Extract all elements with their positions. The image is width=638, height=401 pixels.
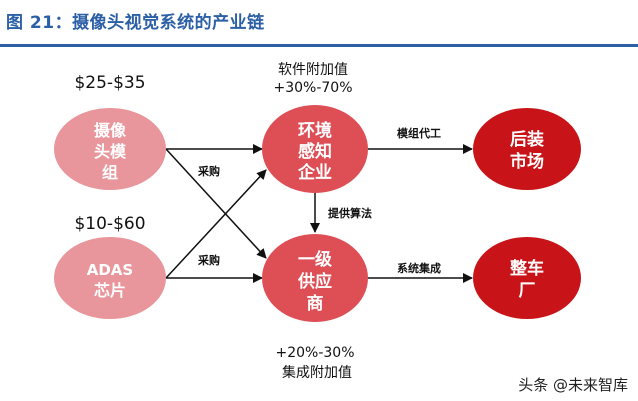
node-adas-chip: ADAS 芯片 xyxy=(54,237,166,319)
node-environment-perception: 环境 感知 企业 xyxy=(262,105,368,193)
integration-value-label: 集成附加值 xyxy=(282,364,352,381)
aftermarket-line-2: 市场 xyxy=(510,151,544,172)
aftermarket-line-1: 后装 xyxy=(510,129,544,150)
node-aftermarket: 后装 市场 xyxy=(473,108,581,190)
adas-chip-line-1: ADAS xyxy=(87,261,133,279)
integration-value-pct: +20%-30% xyxy=(275,345,354,361)
perception-line-1: 环境 xyxy=(298,120,332,141)
camera-module-line-2: 头模 xyxy=(94,142,127,161)
purchase-label-top: 采购 xyxy=(197,164,220,178)
node-camera-module: 摄像 头模 组 xyxy=(54,108,166,190)
perception-line-3: 企业 xyxy=(297,162,332,183)
tier1-line-2: 供应 xyxy=(297,271,332,292)
camera-price-label: $25-$35 xyxy=(74,73,145,93)
software-value-label: 软件附加值 xyxy=(278,62,348,78)
provide-algorithm-label: 提供算法 xyxy=(328,206,372,220)
perception-line-2: 感知 xyxy=(298,141,332,162)
arrow-chip-to-perception xyxy=(165,169,267,279)
chip-price-label: $10-$60 xyxy=(74,214,145,234)
oem-line-1: 整车 xyxy=(510,258,544,279)
figure-title: 图 21：摄像头视觉系统的产业链 xyxy=(6,13,265,33)
tier1-line-3: 商 xyxy=(307,293,324,314)
node-tier1-supplier: 一级 供应 商 xyxy=(262,234,368,322)
oem-line-2: 厂 xyxy=(519,281,536,301)
title-rule xyxy=(0,44,638,47)
watermark: 头条 @未来智库 xyxy=(518,376,628,394)
adas-chip-line-2: 芯片 xyxy=(94,281,126,300)
node-oem: 整车 厂 xyxy=(473,237,581,319)
system-integration-label: 系统集成 xyxy=(397,261,441,275)
software-value-pct: +30%-70% xyxy=(273,80,352,96)
module-oem-label: 模组代工 xyxy=(397,126,441,140)
camera-module-line-1: 摄像 xyxy=(94,121,127,140)
camera-module-line-3: 组 xyxy=(102,163,118,182)
tier1-line-1: 一级 xyxy=(298,249,332,270)
arrow-camera-to-tier1 xyxy=(165,148,267,259)
purchase-label-bottom: 采购 xyxy=(197,253,220,267)
